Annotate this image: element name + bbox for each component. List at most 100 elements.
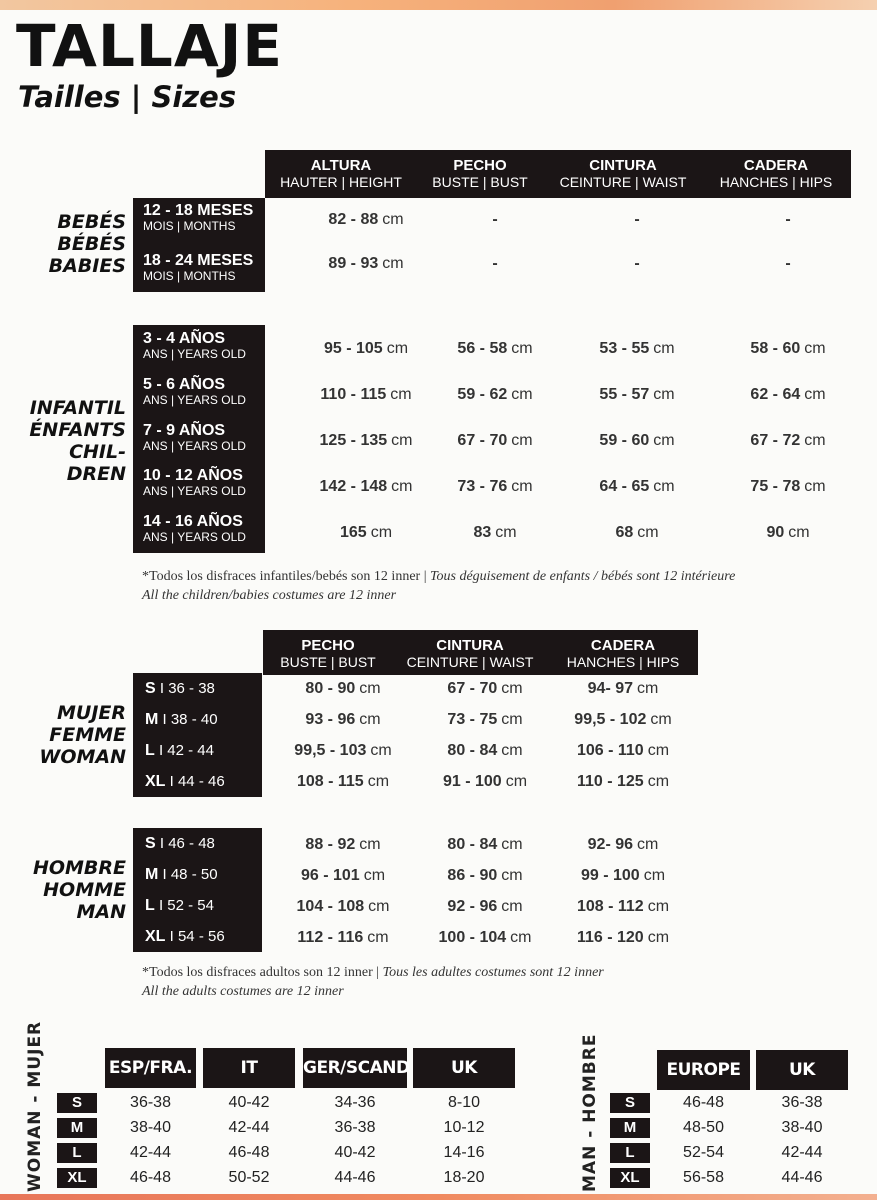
cell-value: 75 - 78 cm <box>750 478 825 496</box>
group-label-line: INFANTIL <box>29 397 126 419</box>
value-number: 92- 96 <box>587 836 634 853</box>
children-note: *Todos los disfraces infantiles/bebés so… <box>142 567 735 605</box>
note-es: *Todos los disfraces infantiles/bebés so… <box>142 569 430 584</box>
cell-value: 80 - 84 cm <box>447 836 522 854</box>
row-label-main: 10 - 12 AÑOS <box>143 467 243 485</box>
conversion-value: 46-48 <box>683 1094 724 1111</box>
row-label: 3 - 4 AÑOS ANS | YEARS OLD <box>143 331 246 362</box>
cell-value: 89 - 93 cm <box>328 255 403 273</box>
conversion-header: GER/SCAND <box>303 1048 410 1088</box>
size-separator: I <box>154 742 168 759</box>
value-number: 80 - 90 <box>305 680 356 697</box>
header-sub: CEINTURE | WAIST <box>406 654 534 670</box>
value-unit: cm <box>501 680 523 697</box>
group-label: INFANTIL ÉNFANTS CHIL- DREN <box>29 397 126 485</box>
value-number: - <box>785 255 791 272</box>
conversion-value: 50-52 <box>228 1169 270 1186</box>
size-row-label: S I 36 - 38 <box>145 673 215 704</box>
babies-row-labels: 12 - 18 MESES MOIS | MONTHS 18 - 24 MESES M… <box>133 198 265 292</box>
value-number: - <box>492 255 498 272</box>
cell-value: - <box>785 255 790 273</box>
size-badge: M <box>57 1118 97 1138</box>
value-unit: cm <box>501 898 523 915</box>
value-number: 55 - 57 <box>599 386 650 403</box>
size-row-label: L I 52 - 54 <box>145 890 214 921</box>
cell-value: 83 cm <box>473 524 516 542</box>
row-label-sub: ANS | YEARS OLD <box>143 347 246 361</box>
value-unit: cm <box>653 340 675 357</box>
size-letter: XL <box>145 928 166 945</box>
group-label-line: ÉNFANTS <box>29 419 126 441</box>
header-main: PECHO <box>301 637 355 654</box>
header-cell: CADERA HANCHES | HIPS <box>543 638 703 671</box>
value-number: 62 - 64 <box>750 386 801 403</box>
value-unit: cm <box>510 929 532 946</box>
conversion-value: 36-38 <box>781 1094 823 1111</box>
conversion-header: UK <box>413 1048 515 1088</box>
header-main: PECHO <box>453 157 507 174</box>
value-unit: cm <box>495 524 517 541</box>
conversion-value: 44-46 <box>781 1169 823 1186</box>
header-sub: BUSTE | BUST <box>432 174 528 190</box>
cell-value: 99,5 - 103 cm <box>294 742 391 760</box>
conversion-value: 46-48 <box>228 1144 270 1161</box>
group-label: BEBÉS BÉBÉS BABIES <box>49 211 126 277</box>
cell-value: 73 - 76 cm <box>457 478 532 496</box>
cell-value: 62 - 64 cm <box>750 386 825 404</box>
size-badge: L <box>57 1143 97 1163</box>
cell-value: 86 - 90 cm <box>447 867 522 885</box>
row-label: 5 - 6 AÑOS ANS | YEARS OLD <box>143 376 246 408</box>
value-unit: cm <box>386 340 409 357</box>
cell-value: 106 - 110 cm <box>577 742 669 760</box>
group-label-line: MAN <box>76 901 126 923</box>
value-number: 95 - 105 <box>323 340 383 357</box>
row-label-main: 3 - 4 AÑOS <box>143 330 226 347</box>
value-unit: cm <box>511 478 533 495</box>
cell-value: 73 - 75 cm <box>447 711 522 729</box>
value-number: 67 - 70 <box>457 432 508 449</box>
note-en: All the children/babies costumes are 12 … <box>142 588 397 603</box>
header-sub: HANCHES | HIPS <box>566 654 680 670</box>
header-sub: BUSTE | BUST <box>280 654 376 670</box>
row-label-main: 7 - 9 AÑOS <box>143 421 226 439</box>
cell-value: - <box>785 211 790 229</box>
cell-value: - <box>492 211 497 229</box>
row-label: 12 - 18 MESES MOIS | MONTHS <box>143 203 253 234</box>
size-separator: I <box>165 773 178 790</box>
cell-value: 125 - 135 cm <box>320 432 413 450</box>
conversion-value: 40-42 <box>228 1094 270 1111</box>
value-number: 86 - 90 <box>447 867 498 884</box>
header-main: CADERA <box>743 157 809 174</box>
value-unit: cm <box>653 432 675 449</box>
cell-value: 67 - 70 cm <box>457 432 532 450</box>
group-label-line: BABIES <box>48 255 126 277</box>
value-number: 108 - 115 <box>296 773 364 790</box>
row-label: 7 - 9 AÑOS ANS | YEARS OLD <box>143 421 246 454</box>
size-letter: XL <box>145 773 166 790</box>
group-label-line: MUJER <box>56 702 126 724</box>
value-unit: cm <box>359 836 381 853</box>
cell-value: 58 - 60 cm <box>750 340 825 358</box>
cell-value: 108 - 112 cm <box>577 898 669 916</box>
value-unit: cm <box>653 386 675 403</box>
conversion-value: 40-42 <box>334 1144 376 1161</box>
value-number: 142 - 148 <box>319 478 388 495</box>
row-label-sub: ANS | YEARS OLD <box>143 392 246 407</box>
note-en: All the adults costumes are 12 inner <box>142 984 344 999</box>
header-cell: PECHO BUSTE | BUST <box>248 637 408 671</box>
value-number: 68 <box>615 524 634 541</box>
header-cell: ALTURA HAUTER | HEIGHT <box>261 158 421 191</box>
conversion-value: 46-48 <box>130 1169 171 1186</box>
cell-value: 67 - 72 cm <box>750 432 825 450</box>
note-fr: Tous les adultes costumes sont 12 inner <box>382 965 604 980</box>
value-number: 73 - 75 <box>447 711 498 728</box>
row-label: 18 - 24 MESES MOIS | MONTHS <box>143 253 253 284</box>
cell-value: 110 - 125 cm <box>577 773 669 791</box>
value-unit: cm <box>804 478 826 495</box>
cell-value: 56 - 58 cm <box>457 340 532 358</box>
value-number: 67 - 70 <box>447 680 498 697</box>
cell-value: 59 - 62 cm <box>457 386 532 404</box>
size-letter: L <box>145 742 155 759</box>
group-label-line: FEMME <box>49 724 126 746</box>
value-unit: cm <box>382 211 404 228</box>
